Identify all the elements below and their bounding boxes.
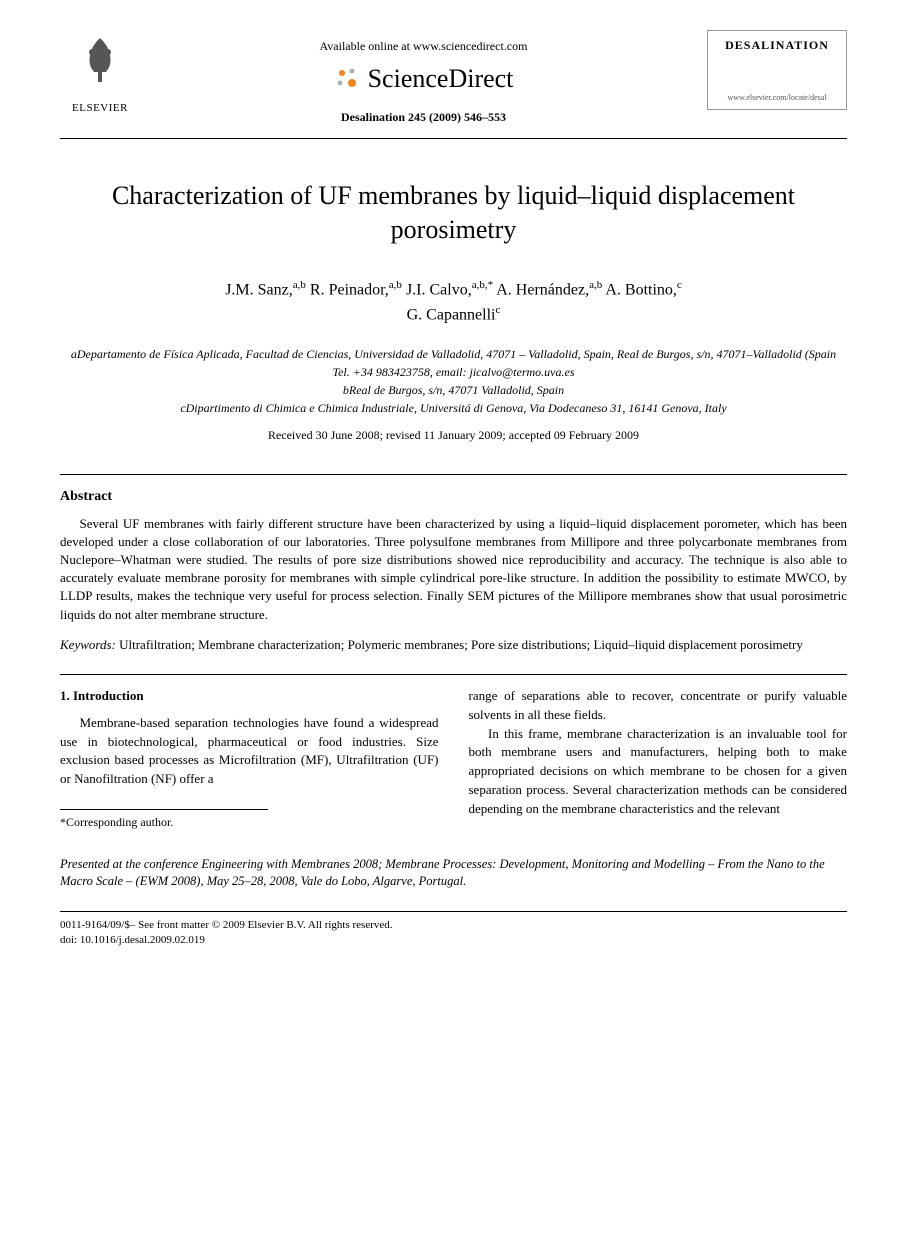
- author-2-aff: a,b: [389, 279, 402, 291]
- corresponding-author-note: *Corresponding author.: [60, 809, 268, 831]
- footer-rule: [60, 911, 847, 912]
- abstract-heading: Abstract: [60, 487, 847, 507]
- footer-line-1: 0011-9164/09/$– See front matter © 2009 …: [60, 918, 847, 933]
- author-6: G. Capannelli: [407, 306, 496, 323]
- elsevier-tree-icon: [70, 30, 130, 90]
- author-1-aff: a,b: [293, 279, 306, 291]
- column-left: 1. Introduction Membrane-based separatio…: [60, 687, 439, 832]
- journal-box: DESALINATION www.elsevier.com/locate/des…: [707, 30, 847, 110]
- available-online-text: Available online at www.sciencedirect.co…: [140, 38, 707, 55]
- footer-line-2: doi: 10.1016/j.desal.2009.02.019: [60, 933, 847, 948]
- center-header: Available online at www.sciencedirect.co…: [140, 30, 707, 130]
- keywords-text: Ultrafiltration; Membrane characterizati…: [116, 637, 803, 652]
- citation-text: Desalination 245 (2009) 546–553: [341, 110, 506, 124]
- author-3: J.I. Calvo,: [406, 281, 472, 298]
- author-6-aff: c: [495, 304, 500, 316]
- sciencedirect-logo: ScienceDirect: [140, 61, 707, 97]
- intro-col2-p1: range of separations able to recover, co…: [469, 687, 848, 725]
- author-5-aff: c: [677, 279, 682, 291]
- author-2: R. Peinador,: [310, 281, 389, 298]
- article-title: Characterization of UF membranes by liqu…: [60, 179, 847, 247]
- dates-line: Received 30 June 2008; revised 11 Januar…: [60, 427, 847, 444]
- intro-heading: 1. Introduction: [60, 687, 439, 706]
- citation-line: Desalination 245 (2009) 546–553: [140, 109, 707, 126]
- header-row: ELSEVIER Available online at www.science…: [60, 30, 847, 130]
- abstract-bottom-rule: [60, 674, 847, 675]
- author-3-aff: a,b,*: [472, 279, 493, 291]
- keywords-block: Keywords: Ultrafiltration; Membrane char…: [60, 636, 847, 654]
- abstract-top-rule: [60, 474, 847, 475]
- conference-note: Presented at the conference Engineering …: [60, 856, 847, 891]
- affiliation-b: bReal de Burgos, s/n, 47071 Valladolid, …: [60, 381, 847, 399]
- journal-name: DESALINATION: [712, 37, 842, 54]
- author-1: J.M. Sanz,: [225, 281, 293, 298]
- affiliation-a: aDepartamento de Física Aplicada, Facult…: [60, 345, 847, 363]
- intro-col1-p1: Membrane-based separation technologies h…: [60, 714, 439, 789]
- abstract-text: Several UF membranes with fairly differe…: [60, 515, 847, 624]
- header-rule: [60, 138, 847, 139]
- author-4: A. Hernández,: [496, 281, 589, 298]
- intro-col2-p2: In this frame, membrane characterization…: [469, 725, 848, 819]
- author-5: A. Bottino,: [605, 281, 677, 298]
- affiliations-block: aDepartamento de Física Aplicada, Facult…: [60, 345, 847, 417]
- elsevier-name: ELSEVIER: [60, 101, 140, 116]
- author-4-aff: a,b: [589, 279, 602, 291]
- sciencedirect-text: ScienceDirect: [368, 61, 514, 97]
- journal-url: www.elsevier.com/locate/desal: [712, 92, 842, 103]
- affiliation-tel: Tel. +34 983423758, email: jicalvo@termo…: [60, 363, 847, 381]
- body-columns: 1. Introduction Membrane-based separatio…: [60, 687, 847, 832]
- authors-block: J.M. Sanz,a,b R. Peinador,a,b J.I. Calvo…: [60, 277, 847, 328]
- keywords-label: Keywords:: [60, 637, 116, 652]
- sciencedirect-icon: [334, 65, 362, 93]
- page-container: ELSEVIER Available online at www.science…: [0, 0, 907, 988]
- column-right: range of separations able to recover, co…: [469, 687, 848, 832]
- elsevier-logo-block: ELSEVIER: [60, 30, 140, 116]
- affiliation-c: cDipartimento di Chimica e Chimica Indus…: [60, 399, 847, 417]
